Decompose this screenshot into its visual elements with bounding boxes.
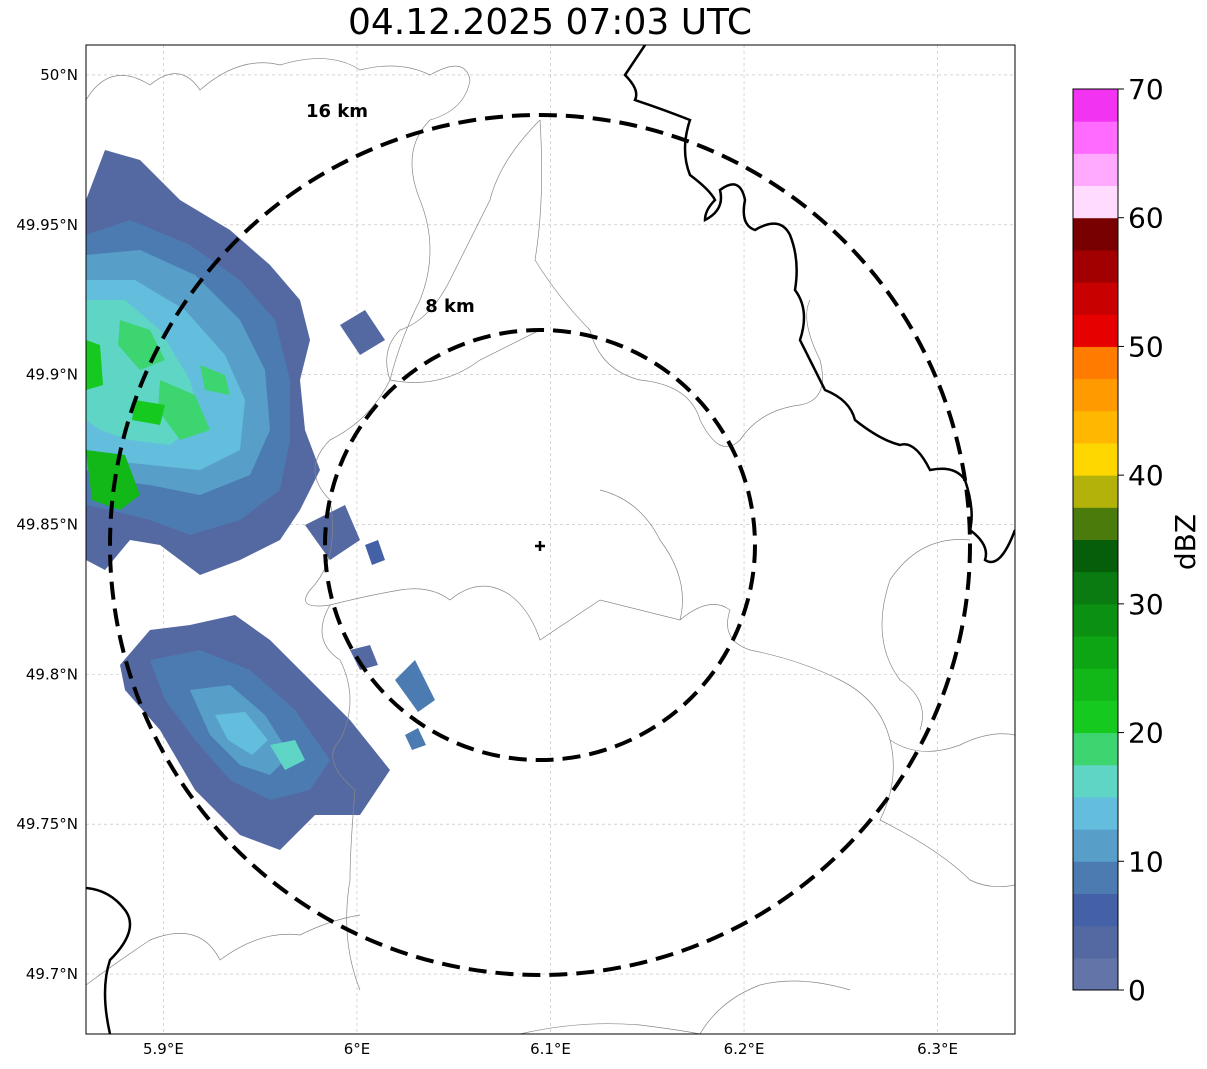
colorbar-tick-label: 20 [1128,717,1164,750]
echo-cell-southwest [120,615,435,850]
x-tick-label: 6.3°E [917,1040,958,1058]
x-tick-label: 6.1°E [530,1040,571,1058]
colorbar-segment [1073,957,1118,991]
colorbar-segment [1073,89,1118,122]
colorbar-segment [1073,314,1118,347]
colorbar-segment [1073,442,1118,476]
map-frame [85,44,1016,1035]
colorbar-segment [1073,796,1118,830]
map-area[interactable]: 16 km 8 km [86,45,1015,1034]
y-tick-label: 49.85°N [16,516,78,534]
colorbar-segment [1073,668,1118,701]
colorbar-segment [1073,925,1118,959]
colorbar-tick-label: 50 [1128,330,1164,363]
colorbar-frame [1072,88,1119,991]
colorbar-segment [1073,346,1118,380]
colorbar-segment [1073,603,1118,637]
colorbar-segment [1073,700,1118,734]
range-rings [108,113,972,977]
colorbar-segment [1073,829,1118,862]
colorbar: 0 10 20 30 40 50 60 70 [1072,73,1164,1007]
range-ring-outer [108,113,972,977]
radar-center-marker [535,541,545,551]
colorbar-tick-label: 40 [1128,459,1164,492]
y-tick-label: 49.8°N [26,665,78,683]
colorbar-segment [1073,249,1118,283]
colorbar-label: dBZ [1169,514,1202,570]
y-tick-label: 49.9°N [26,366,78,384]
colorbar-segment [1073,861,1118,894]
colorbar-tick-label: 60 [1128,202,1164,235]
colorbar-segment [1073,507,1118,540]
colorbar-segment [1073,121,1118,154]
colorbar-segment [1073,217,1118,251]
colorbar-segment [1073,636,1118,669]
y-tick-label: 49.7°N [26,965,78,983]
x-axis-ticks: 5.9°E 6°E 6.1°E 6.2°E 6.3°E [143,1040,958,1058]
colorbar-segment [1073,153,1118,187]
colorbar-segment [1073,475,1118,508]
colorbar-tick-label: 10 [1128,845,1164,878]
x-tick-label: 5.9°E [143,1040,184,1058]
colorbar-segment [1073,378,1118,412]
colorbar-tick-label: 0 [1128,974,1146,1007]
colorbar-tick-label: 70 [1128,73,1164,106]
range-ring-label-8km: 8 km [425,296,475,317]
range-ring-inner [323,328,757,762]
echo-cell-northwest [86,150,385,575]
range-ring-label-16km: 16 km [306,101,368,122]
y-tick-label: 50°N [40,66,78,84]
colorbar-segment [1073,893,1118,927]
colorbar-segment [1073,185,1118,219]
gridlines [86,45,1015,1034]
colorbar-tick-label: 30 [1128,588,1164,621]
x-tick-label: 6°E [344,1040,371,1058]
x-tick-label: 6.2°E [724,1040,765,1058]
y-tick-label: 49.75°N [16,815,78,833]
colorbar-segment [1073,282,1118,315]
colorbar-segment [1073,732,1118,766]
colorbar-segment [1073,571,1118,605]
colorbar-segment [1073,764,1118,798]
colorbar-segment [1073,539,1118,573]
map-title: 04.12.2025 07:03 UTC [347,2,753,43]
country-borders [86,45,1015,1034]
y-tick-label: 49.95°N [16,216,78,234]
colorbar-segment [1073,410,1118,444]
y-axis-ticks: 50°N 49.95°N 49.9°N 49.85°N 49.8°N 49.75°N 49.… [16,66,78,983]
